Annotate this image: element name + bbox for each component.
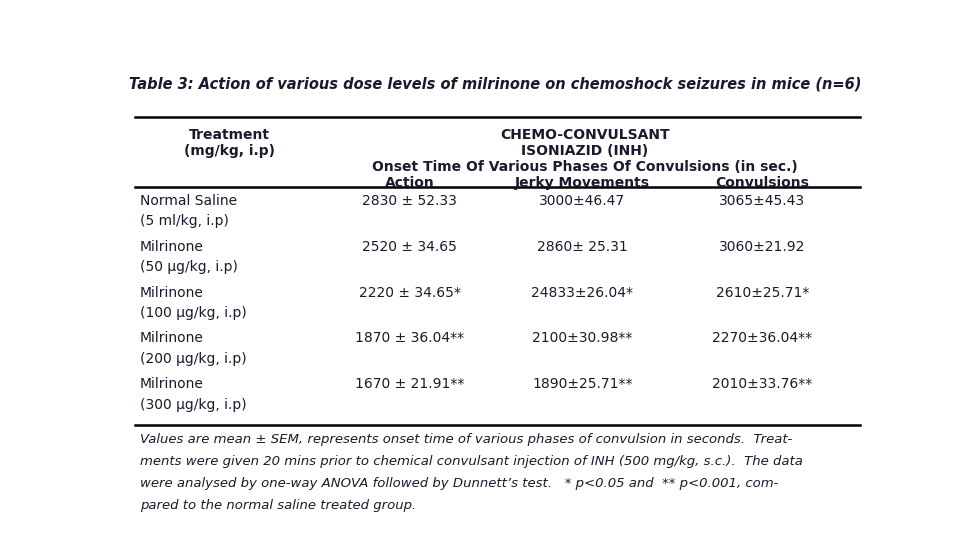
Text: 2270±36.04**: 2270±36.04** (712, 331, 812, 346)
Text: 1870 ± 36.04**: 1870 ± 36.04** (355, 331, 465, 346)
Text: 24833±26.04*: 24833±26.04* (531, 285, 633, 300)
Text: 2830 ± 52.33: 2830 ± 52.33 (362, 194, 457, 208)
Text: CHEMO-CONVULSANT: CHEMO-CONVULSANT (500, 128, 670, 142)
Text: (300 μg/kg, i.p): (300 μg/kg, i.p) (139, 398, 247, 412)
Text: Milrinone: Milrinone (139, 240, 203, 254)
Text: pared to the normal saline treated group.: pared to the normal saline treated group… (139, 500, 416, 512)
Text: 1890±25.71**: 1890±25.71** (532, 378, 633, 391)
Text: 2860± 25.31: 2860± 25.31 (537, 240, 628, 254)
Text: 2010±33.76**: 2010±33.76** (712, 378, 812, 391)
Text: Milrinone: Milrinone (139, 285, 203, 300)
Text: Milrinone: Milrinone (139, 378, 203, 391)
Text: 3000±46.47: 3000±46.47 (539, 194, 625, 208)
Text: Jerky Movements: Jerky Movements (515, 176, 650, 190)
Text: Treatment: Treatment (190, 128, 270, 142)
Text: Values are mean ± SEM, represents onset time of various phases of convulsion in : Values are mean ± SEM, represents onset … (139, 433, 792, 446)
Text: (50 μg/kg, i.p): (50 μg/kg, i.p) (139, 260, 237, 274)
Text: 3060±21.92: 3060±21.92 (719, 240, 805, 254)
Text: Table 3: Action of various dose levels of milrinone on chemoshock seizures in mi: Table 3: Action of various dose levels o… (129, 77, 861, 92)
Text: Normal Saline: Normal Saline (139, 194, 237, 208)
Text: (mg/kg, i.p): (mg/kg, i.p) (184, 144, 275, 158)
Text: 2610±25.71*: 2610±25.71* (715, 285, 809, 300)
Text: 3065±45.43: 3065±45.43 (719, 194, 805, 208)
Text: 2100±30.98**: 2100±30.98** (532, 331, 632, 346)
Text: Onset Time Of Various Phases Of Convulsions (in sec.): Onset Time Of Various Phases Of Convulsi… (372, 160, 798, 174)
Text: (200 μg/kg, i.p): (200 μg/kg, i.p) (139, 352, 247, 366)
Text: were analysed by one-way ANOVA followed by Dunnett’s test.   * p<0.05 and  ** p<: were analysed by one-way ANOVA followed … (139, 477, 778, 490)
Text: Milrinone: Milrinone (139, 331, 203, 346)
Text: 2220 ± 34.65*: 2220 ± 34.65* (359, 285, 461, 300)
Text: ISONIAZID (INH): ISONIAZID (INH) (521, 144, 649, 158)
Text: ments were given 20 mins prior to chemical convulsant injection of INH (500 mg/k: ments were given 20 mins prior to chemic… (139, 455, 802, 468)
Text: 1670 ± 21.91**: 1670 ± 21.91** (355, 378, 465, 391)
Text: (100 μg/kg, i.p): (100 μg/kg, i.p) (139, 306, 247, 320)
Text: 2520 ± 34.65: 2520 ± 34.65 (362, 240, 457, 254)
Text: Convulsions: Convulsions (715, 176, 809, 190)
Text: Action: Action (385, 176, 435, 190)
Text: (5 ml/kg, i.p): (5 ml/kg, i.p) (139, 214, 228, 228)
